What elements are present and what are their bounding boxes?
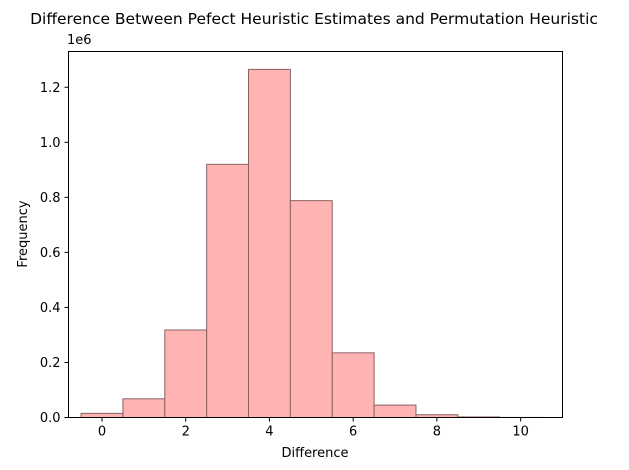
histogram-bar-7 [373,404,417,419]
y-tick-label: 0.2 [40,356,61,371]
histogram-bar-0 [80,412,124,419]
y-tick-label: 0.4 [40,301,61,316]
histogram-bar-2 [164,329,208,419]
x-tick-label: 4 [265,425,273,440]
histogram-bar-1 [122,398,166,419]
x-tick-label: 6 [349,425,357,440]
histogram-bar-5 [289,200,333,418]
histogram-bar-4 [248,68,291,419]
x-axis-ticks: 0 2 4 6 8 10 [98,417,529,440]
y-tick-label: 0.0 [40,411,61,426]
y-axis-label: Frequency [16,200,31,267]
x-tick-label: 10 [512,425,529,440]
histogram-bar-6 [331,352,375,419]
y-tick-label: 1.2 [40,81,61,96]
x-tick-label: 2 [182,425,190,440]
x-tick-label: 8 [433,425,441,440]
plot-area-frame [68,51,563,418]
chart-title: Difference Between Pefect Heuristic Esti… [30,10,598,28]
y-axis-offset-label: 1e6 [67,33,92,48]
x-axis-label: Difference [281,446,348,461]
histogram-bars [80,68,543,419]
y-tick-label: 0.6 [40,246,61,261]
histogram-bar-3 [206,163,250,418]
y-axis-ticks: 0.0 0.2 0.4 0.6 0.8 1.0 1.2 [40,81,69,426]
y-tick-label: 0.8 [40,191,61,206]
x-tick-label: 0 [98,425,106,440]
y-tick-label: 1.0 [40,136,61,151]
